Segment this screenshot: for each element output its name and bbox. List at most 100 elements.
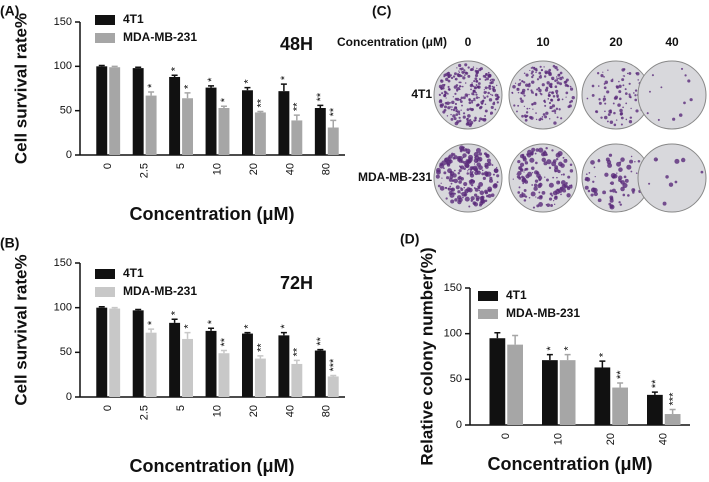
- colony: [521, 80, 524, 82]
- colony: [460, 96, 464, 100]
- error-bar: [330, 374, 337, 377]
- colony: [604, 110, 606, 113]
- colony: [517, 91, 520, 94]
- colony: [478, 78, 481, 81]
- colony: [478, 165, 483, 170]
- colony: [487, 86, 490, 89]
- colony: [537, 183, 542, 189]
- colony: [459, 88, 461, 91]
- colony: [532, 66, 536, 70]
- colony: [539, 65, 542, 68]
- colony: [544, 176, 546, 178]
- error-bar: [111, 306, 118, 309]
- colony: [538, 71, 542, 75]
- colony: [468, 157, 473, 163]
- bar: [182, 338, 193, 397]
- error-bar: [184, 92, 191, 99]
- colony: [521, 192, 524, 195]
- colony: [609, 189, 613, 193]
- colony: [607, 69, 609, 71]
- colony: [535, 161, 538, 165]
- x-axis-title: Concentration (μM): [130, 456, 295, 476]
- y-tick-label: 0: [66, 391, 72, 403]
- colony: [593, 191, 598, 197]
- colony: [517, 170, 522, 176]
- significance-label: *: [597, 352, 609, 357]
- colony: [450, 199, 455, 204]
- colony: [548, 182, 554, 188]
- colony: [468, 98, 471, 101]
- colony: [660, 86, 663, 89]
- colony: [637, 159, 641, 163]
- colony: [531, 70, 534, 73]
- colony: [545, 111, 549, 115]
- colony: [466, 108, 470, 111]
- colony: [603, 76, 605, 78]
- colony: [519, 193, 524, 198]
- colony: [674, 158, 680, 164]
- colony: [468, 101, 472, 105]
- colony: [657, 118, 660, 121]
- colony: [620, 181, 623, 184]
- significance-label: **: [219, 337, 231, 346]
- colony: [491, 94, 494, 97]
- colony: [458, 81, 461, 84]
- colony: [551, 110, 554, 113]
- colony: [662, 201, 667, 206]
- colony: [457, 190, 461, 194]
- colony: [619, 97, 622, 101]
- significance-label: *: [146, 83, 158, 88]
- error-bar: [317, 104, 324, 109]
- x-tick-label: 20: [248, 405, 260, 417]
- colony: [450, 113, 452, 116]
- colony: [493, 101, 496, 104]
- colony: [483, 153, 486, 155]
- colony: [604, 80, 609, 85]
- colony: [453, 178, 459, 184]
- panel-label: (A): [0, 3, 19, 19]
- error-bar: [220, 349, 227, 354]
- colony: [456, 97, 460, 101]
- colony: [531, 166, 535, 171]
- colony: [549, 105, 553, 110]
- colony: [560, 193, 562, 196]
- colony: [486, 77, 489, 81]
- colony: [496, 181, 499, 184]
- colony: [476, 170, 481, 175]
- colony: [617, 103, 621, 107]
- colony: [548, 118, 551, 120]
- bar: [132, 310, 144, 397]
- colony: [448, 75, 450, 77]
- bar: [559, 360, 576, 425]
- colony: [469, 68, 473, 72]
- colony: [448, 177, 453, 182]
- colony: [492, 88, 497, 93]
- colony: [449, 102, 451, 104]
- colony: [479, 105, 483, 109]
- colony: [523, 171, 525, 173]
- colony: [622, 84, 625, 87]
- colony: [604, 172, 609, 177]
- colony: [487, 161, 492, 167]
- colony: [460, 192, 462, 194]
- colony: [443, 90, 447, 94]
- colony: [457, 172, 461, 175]
- bar: [169, 322, 181, 397]
- panel-label: (D): [400, 231, 419, 247]
- colony: [608, 153, 613, 157]
- significance-label: **: [650, 379, 662, 388]
- colony: [461, 70, 465, 74]
- colony: [622, 193, 626, 197]
- colony: [619, 108, 623, 113]
- colony: [483, 89, 485, 91]
- colony: [565, 96, 567, 98]
- colony: [516, 88, 519, 90]
- colony: [538, 118, 542, 122]
- colony: [443, 167, 445, 170]
- colony: [542, 113, 546, 116]
- colony: [600, 74, 604, 78]
- colony: [442, 110, 446, 114]
- colony: [618, 175, 623, 180]
- colony: [450, 108, 453, 111]
- colony: [547, 98, 550, 100]
